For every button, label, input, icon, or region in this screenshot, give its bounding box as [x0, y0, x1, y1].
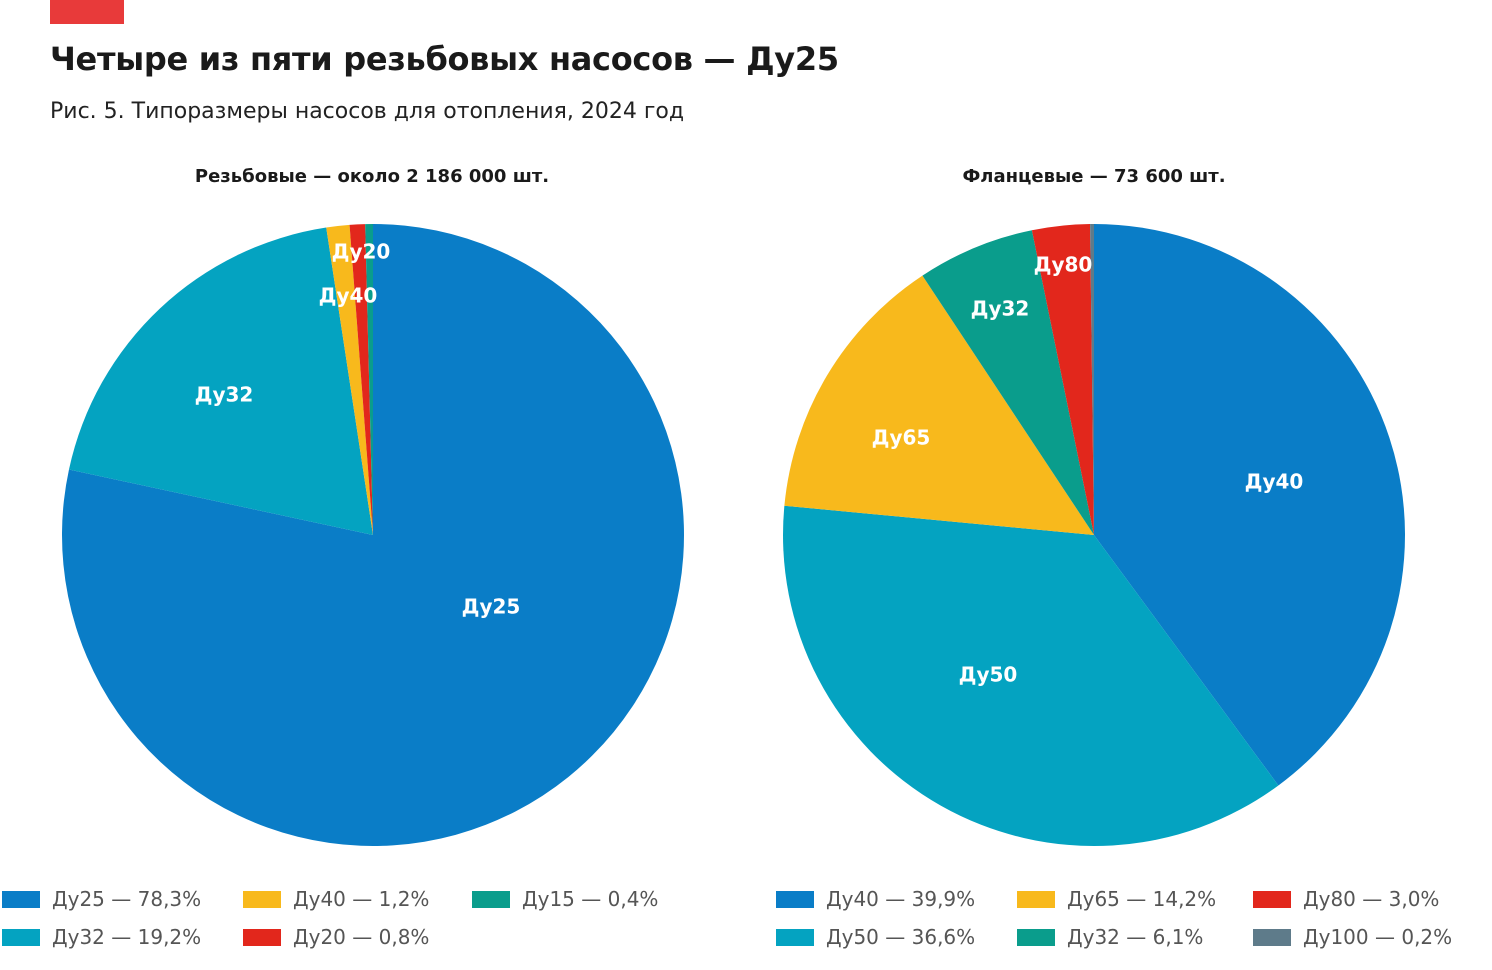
legend-swatch — [2, 928, 40, 946]
legend-label: Ду65 — 14,2% — [1067, 887, 1217, 911]
pie-1-slice-Ду50 — [783, 505, 1279, 846]
legend-item-0-Ду15: Ду15 — 0,4% — [472, 887, 658, 911]
chart-title-threaded: Резьбовые — около 2 186 000 шт. — [194, 166, 550, 187]
accent-bar — [50, 0, 124, 24]
legend-swatch — [243, 928, 281, 946]
legend-swatch — [1253, 890, 1291, 908]
figure-caption: Рис. 5. Типоразмеры насосов для отоплени… — [50, 99, 685, 124]
pie-1-slice-Ду32 — [922, 230, 1094, 535]
legend-item-1-Ду80: Ду80 — 3,0% — [1253, 887, 1439, 911]
legend-swatch — [243, 890, 281, 908]
pie-0-slice-Ду15 — [365, 224, 373, 535]
legend-label: Ду80 — 3,0% — [1303, 887, 1440, 911]
pie-0-label-Ду20: Ду20 — [332, 240, 391, 264]
legend-swatch — [776, 928, 814, 946]
legend-swatch — [1253, 928, 1291, 946]
legend-swatch — [1017, 928, 1055, 946]
legend-label: Ду40 — 39,9% — [826, 887, 976, 911]
legend-swatch — [2, 890, 40, 908]
legend-label: Ду100 — 0,2% — [1303, 925, 1453, 949]
pie-1-label-Ду80: Ду80 — [1034, 253, 1093, 277]
legend-label: Ду20 — 0,8% — [293, 925, 430, 949]
legend-label: Ду32 — 19,2% — [52, 925, 202, 949]
pie-0-slice-Ду40 — [326, 224, 373, 535]
legend-item-1-Ду50: Ду50 — 36,6% — [776, 925, 975, 949]
legend-swatch — [776, 890, 814, 908]
pie-0-label-Ду32: Ду32 — [195, 383, 254, 407]
legend-label: Ду15 — 0,4% — [522, 887, 659, 911]
legend-swatch — [1017, 890, 1055, 908]
pie-1-slice-Ду40 — [1094, 224, 1405, 786]
legend-item-1-Ду32: Ду32 — 6,1% — [1017, 925, 1203, 949]
pie-1-label-Ду50: Ду50 — [959, 663, 1018, 687]
pie-1-label-Ду65: Ду65 — [872, 426, 931, 450]
pie-1-label-Ду40: Ду40 — [1245, 470, 1304, 494]
pie-0-label-Ду40: Ду40 — [319, 284, 378, 308]
legend-item-0-Ду40: Ду40 — 1,2% — [243, 887, 429, 911]
legend-label: Ду25 — 78,3% — [52, 887, 202, 911]
legend-label: Ду32 — 6,1% — [1067, 925, 1204, 949]
legend-item-0-Ду20: Ду20 — 0,8% — [243, 925, 429, 949]
legend-label: Ду50 — 36,6% — [826, 925, 976, 949]
pie-0-slice-Ду20 — [349, 224, 373, 535]
pie-1-slice-Ду80 — [1031, 224, 1094, 536]
pie-1-slice-Ду100 — [1090, 224, 1094, 535]
pie-1-slice-Ду65 — [784, 275, 1094, 535]
legend-item-0-Ду32: Ду32 — 19,2% — [2, 925, 201, 949]
pie-1-label-Ду32: Ду32 — [971, 297, 1030, 321]
legend-label: Ду40 — 1,2% — [293, 887, 430, 911]
legend-item-1-Ду100: Ду100 — 0,2% — [1253, 925, 1452, 949]
legend-item-1-Ду40: Ду40 — 39,9% — [776, 887, 975, 911]
pie-0-label-Ду25: Ду25 — [462, 595, 521, 619]
page-title: Четыре из пяти резьбовых насосов — Ду25 — [50, 40, 839, 78]
legend-swatch — [472, 890, 510, 908]
legend-item-0-Ду25: Ду25 — 78,3% — [2, 887, 201, 911]
legend-item-1-Ду65: Ду65 — 14,2% — [1017, 887, 1216, 911]
chart-title-flanged: Фланцевые — 73 600 шт. — [962, 166, 1226, 187]
pie-0-slice-Ду32 — [68, 227, 374, 535]
pie-0-slice-Ду25 — [62, 224, 685, 846]
